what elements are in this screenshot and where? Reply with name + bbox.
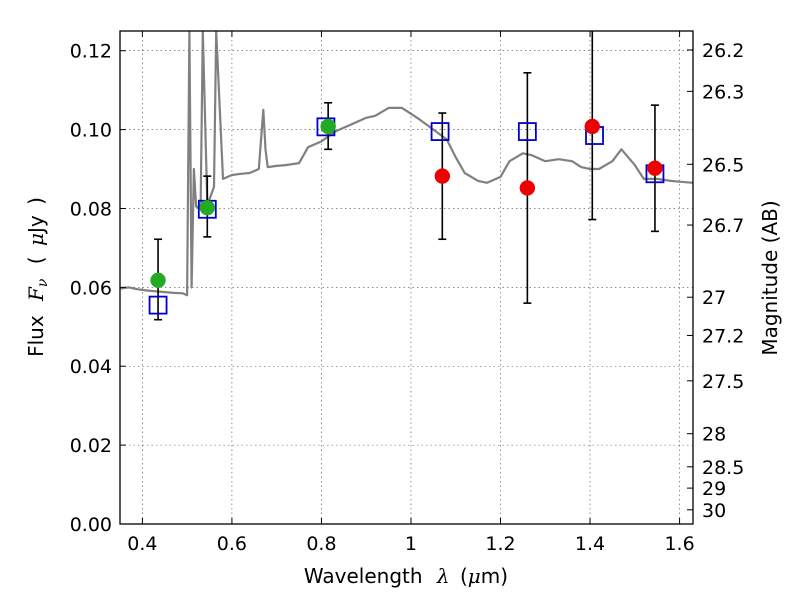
mag-tick-label-4: 27 <box>702 287 726 309</box>
model-flux-square-3 <box>430 122 450 141</box>
mag-tick-label-9: 29 <box>702 478 726 500</box>
mag-tick-label-0: 26.2 <box>702 40 744 62</box>
plot-frame <box>119 30 694 525</box>
magnitude-axis-label: Magnitude (AB) <box>758 200 782 355</box>
x-tick-label-4: 1.2 <box>485 533 515 555</box>
y-tick-label-0: 0.00 <box>70 514 112 536</box>
optical-data-point-0 <box>150 272 166 289</box>
y-axis-ticks: 0.00 0.02 0.04 0.06 0.08 0.10 0.12 <box>70 41 126 536</box>
nir-data-point-0 <box>434 168 451 184</box>
mag-tick-label-2: 26.5 <box>702 154 744 176</box>
mag-tick-label-1: 26.3 <box>702 81 744 103</box>
y-axis-label: Flux Fν ( μJy ) <box>24 197 52 357</box>
nir-data-point-2 <box>584 118 601 135</box>
optical-data-point-1 <box>199 199 216 216</box>
y-tick-label-4: 0.08 <box>70 198 112 220</box>
model-flux-square-4 <box>517 122 537 141</box>
y-tick-label-2: 0.04 <box>70 356 112 378</box>
mag-tick-label-5: 27.2 <box>702 325 744 347</box>
y-tick-label-3: 0.06 <box>70 277 112 299</box>
x-tick-label-5: 1.4 <box>575 533 605 555</box>
y-tick-label-5: 0.10 <box>70 120 112 142</box>
mag-tick-label-10: 30 <box>702 500 726 522</box>
x-axis-label: Wavelength λ (μm) <box>304 564 508 588</box>
model-spectrum-line <box>120 31 693 297</box>
x-tick-label-1: 0.6 <box>217 533 247 555</box>
model-flux-square-0 <box>148 295 168 315</box>
marker-layer <box>148 117 665 315</box>
x-tick-label-3: 1 <box>405 533 417 555</box>
y-tick-label-1: 0.02 <box>70 435 112 457</box>
y-tick-label-6: 0.12 <box>70 41 112 63</box>
model-spectrum-layer <box>120 31 693 297</box>
nir-data-point-1 <box>519 180 536 196</box>
x-tick-label-0: 0.4 <box>127 533 157 555</box>
x-axis-ticks: 0.4 0.6 0.8 1 1.2 1.4 1.6 <box>127 31 695 555</box>
mag-tick-label-6: 27.5 <box>702 371 744 393</box>
x-tick-label-2: 0.8 <box>306 533 336 555</box>
mag-tick-label-3: 26.7 <box>702 215 744 237</box>
nir-data-point-3 <box>647 160 663 177</box>
optical-data-point-2 <box>320 118 336 135</box>
mag-tick-label-7: 28 <box>702 424 726 446</box>
mag-tick-label-8: 28.5 <box>702 457 744 479</box>
grid-lines <box>120 31 693 525</box>
x-tick-label-6: 1.6 <box>664 533 694 555</box>
